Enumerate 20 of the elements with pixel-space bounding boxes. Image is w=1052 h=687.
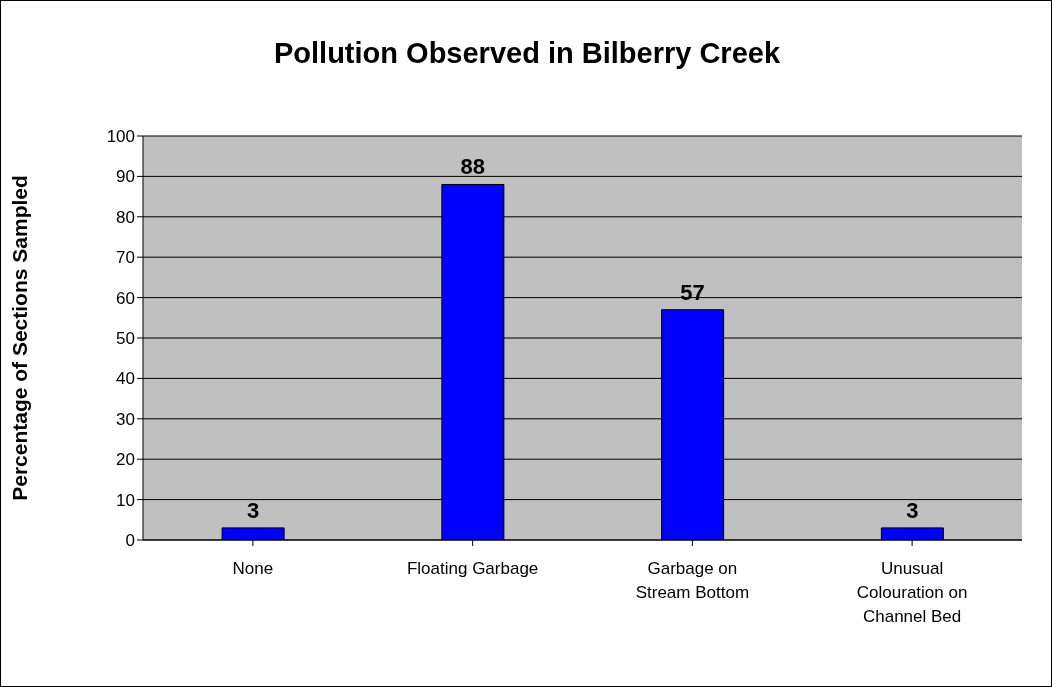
- y-tick-label: 30: [116, 409, 135, 429]
- y-tick-label: 100: [106, 127, 135, 147]
- data-label: 3: [906, 497, 919, 523]
- data-label: 88: [460, 154, 486, 180]
- y-tick-label: 70: [116, 248, 135, 268]
- x-tick-label: None: [232, 559, 274, 578]
- y-axis-title: Percentage of Sections Sampled: [8, 175, 32, 501]
- y-tick-label: 90: [116, 167, 135, 187]
- x-tick-label: Garbage on Stream Bottom: [635, 559, 750, 602]
- chart-title: Pollution Observed in Bilberry Creek: [273, 37, 781, 70]
- y-tick-label: 0: [125, 531, 135, 551]
- y-tick-label: 80: [116, 207, 135, 227]
- y-tick-label: 40: [116, 369, 135, 389]
- x-tick-label: Floating Garbage: [406, 559, 539, 578]
- x-tick-label: Unusual Colouration on Channel Bed: [856, 559, 968, 626]
- data-label: 3: [246, 497, 260, 523]
- y-tick-label: 50: [116, 329, 135, 349]
- y-tick-label: 60: [116, 288, 135, 308]
- y-tick-label: 10: [116, 490, 135, 510]
- y-tick-label: 20: [116, 450, 135, 470]
